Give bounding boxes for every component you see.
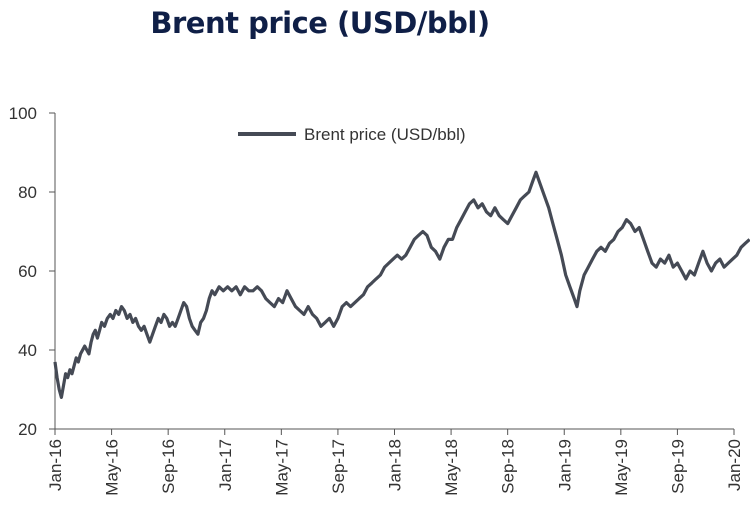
y-tick-label: 60 [18,262,37,281]
legend: Brent price (USD/bbl) [238,125,466,144]
x-tick-label: Jan-17 [216,439,235,491]
chart-title: Brent price (USD/bbl) [150,6,490,40]
x-tick-label: Jan-19 [555,439,574,491]
chart-axes [49,112,735,435]
x-tick-label: Jan-18 [386,439,405,491]
x-tick-label: Sep-18 [499,439,518,494]
x-tick-label: Jan-16 [46,439,65,491]
legend-label: Brent price (USD/bbl) [304,125,466,144]
y-tick-label: 20 [18,420,37,439]
y-tick-labels: 20 40 60 80 100 [9,104,37,439]
y-tick-label: 80 [18,183,37,202]
x-tick-labels: Jan-16 May-16 Sep-16 Jan-17 May-17 Sep-17 Jan-… [46,439,744,496]
x-tick-label: May-16 [103,439,122,496]
x-tick-label: Jan-20 [725,439,744,491]
series-line-brent [53,170,750,399]
y-tick-label: 100 [9,104,37,123]
x-tick-label: Sep-16 [159,439,178,494]
y-tick-label: 40 [18,341,37,360]
x-tick-label: Sep-17 [329,439,348,494]
x-tick-label: May-19 [612,439,631,496]
x-tick-label: May-18 [442,439,461,496]
x-tick-label: May-17 [272,439,291,496]
x-tick-label: Sep-19 [668,439,687,494]
